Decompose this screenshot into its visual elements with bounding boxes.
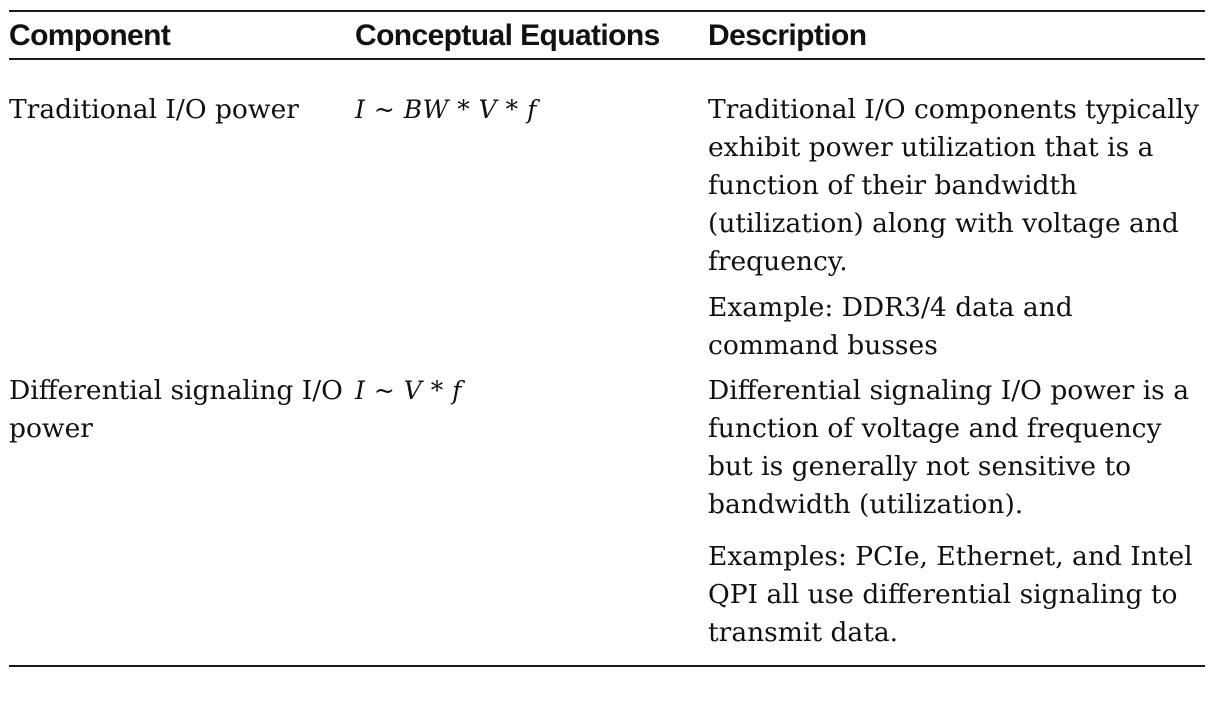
description-paragraph: Traditional I/O components typically exh…: [708, 94, 1199, 277]
header-description: Description: [708, 19, 867, 52]
table-header: Component Conceptual Equations Descripti…: [9, 11, 1205, 59]
description-paragraph: Differential signaling I/O power is a fu…: [708, 375, 1189, 520]
equation-cell: I ~ BW * V * f: [355, 59, 708, 365]
description-cell: Traditional I/O components typically exh…: [708, 59, 1205, 365]
power-components-table: Component Conceptual Equations Descripti…: [9, 10, 1205, 667]
component-cell: Differential signaling I/O power: [9, 375, 343, 444]
description-example: Example: DDR3/4 data and command busses: [708, 292, 1073, 361]
table-row: Traditional I/O power I ~ BW * V * f Tra…: [9, 59, 1205, 365]
header-conceptual-equations: Conceptual Equations: [355, 19, 660, 52]
header-component: Component: [9, 19, 171, 52]
description-example: Examples: PCIe, Ethernet, and Intel QPI …: [708, 541, 1193, 648]
header-row: Component Conceptual Equations Descripti…: [9, 11, 1205, 59]
table-row: Differential signaling I/O power I ~ V *…: [9, 365, 1205, 666]
table-body: Traditional I/O power I ~ BW * V * f Tra…: [9, 59, 1205, 666]
conceptual-equation: I ~ V * f: [355, 376, 462, 405]
description-cell: Differential signaling I/O power is a fu…: [708, 365, 1205, 666]
equation-cell: I ~ V * f: [355, 365, 708, 666]
conceptual-equation: I ~ BW * V * f: [355, 95, 537, 124]
component-cell: Traditional I/O power: [9, 94, 299, 125]
